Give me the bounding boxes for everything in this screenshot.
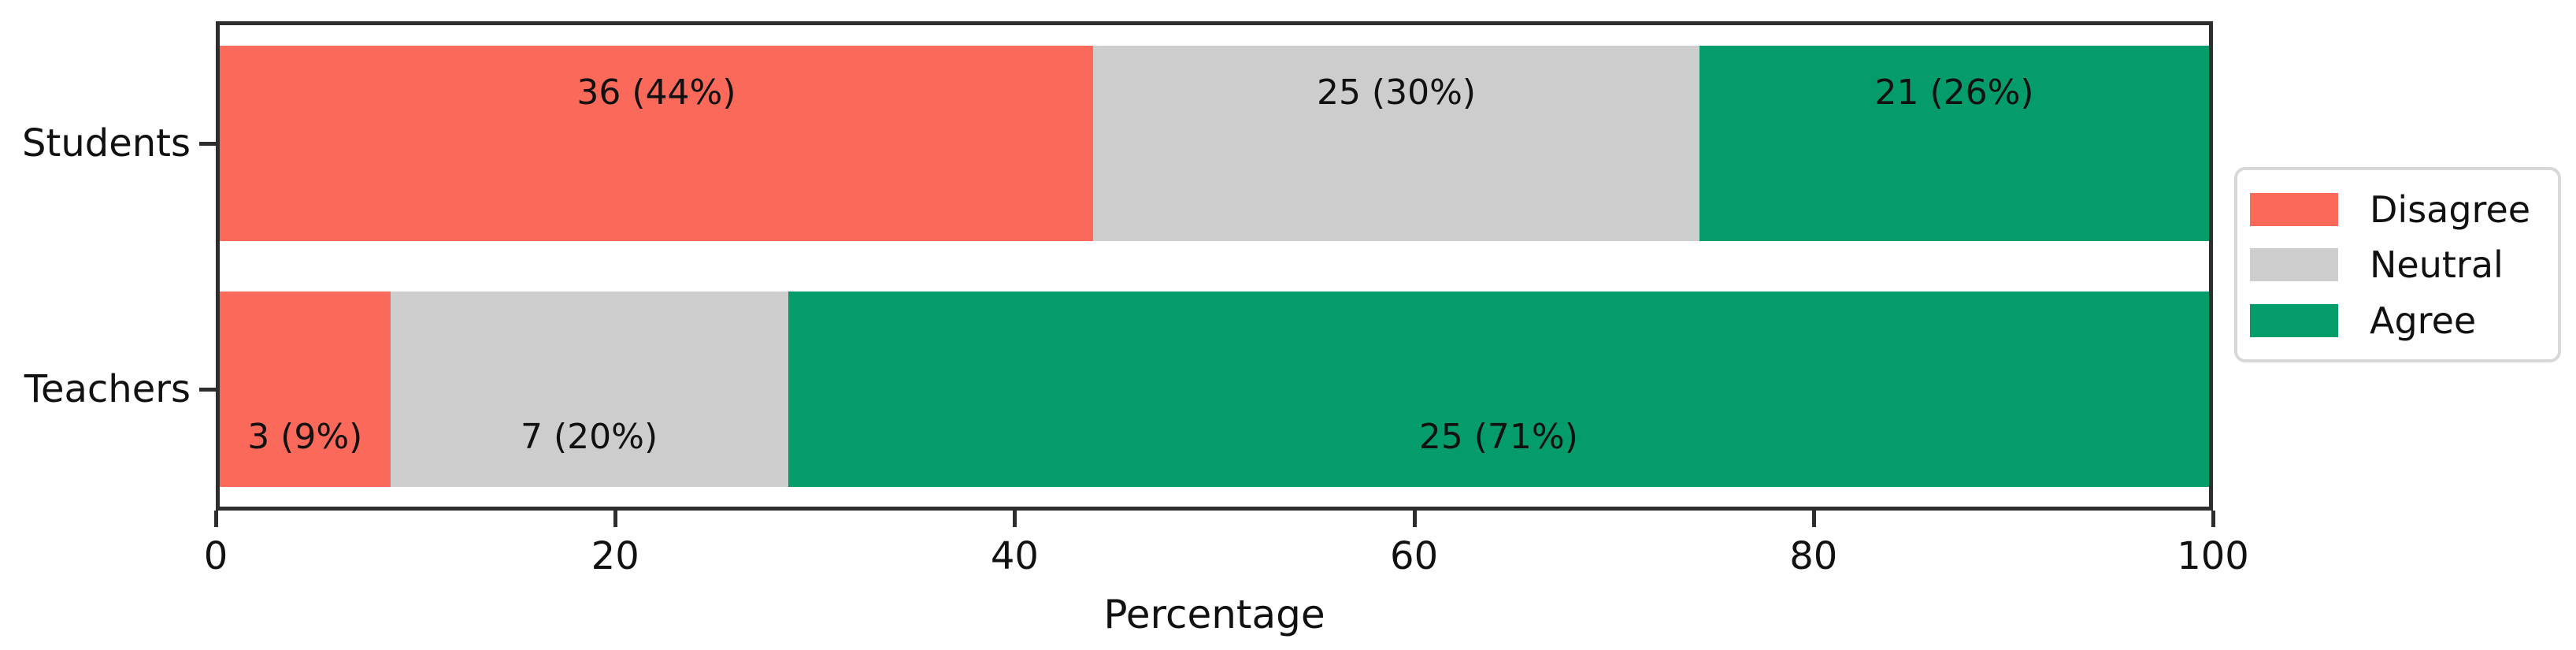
x-tick-label: 100	[2177, 534, 2249, 578]
bar-value-label: 36 (44%)	[576, 72, 736, 113]
bar-row-teachers: 3 (9%) 7 (20%) 25 (71%)	[220, 292, 2209, 487]
bar-row-students: 36 (44%) 25 (30%) 21 (26%)	[220, 46, 2209, 241]
legend-swatch-disagree-icon	[2250, 192, 2338, 226]
x-axis-title: Percentage	[1103, 592, 1325, 637]
x-tick-mark	[2211, 511, 2215, 527]
plot-area: 36 (44%) 25 (30%) 21 (26%) 3 (9%) 7 (20%) 25 …	[216, 21, 2213, 511]
x-tick-mark	[214, 511, 218, 527]
y-tick-mark	[199, 388, 216, 392]
legend-swatch-agree-icon	[2250, 303, 2338, 337]
x-tick-label: 80	[1789, 534, 1838, 578]
bar-value-label: 3 (9%)	[247, 417, 363, 457]
x-tick-mark	[1412, 511, 1417, 527]
x-axis: 0 20 40 60 80 100	[204, 511, 2249, 605]
x-tick-label: 0	[203, 534, 228, 578]
x-tick-label: 20	[591, 534, 639, 578]
legend-label-disagree: Disagree	[2370, 188, 2531, 231]
bar-value-label: 7 (20%)	[521, 417, 658, 457]
bar-value-label: 21 (26%)	[1874, 72, 2034, 113]
x-tick-mark	[613, 511, 618, 527]
x-tick-mark	[1013, 511, 1017, 527]
legend-entry-disagree: Disagree	[2250, 190, 2558, 229]
x-tick-label: 40	[990, 534, 1039, 578]
bar-segment-students-neutral: 25 (30%)	[1092, 46, 1700, 241]
bar-value-label: 25 (71%)	[1418, 417, 1578, 457]
bar-segment-students-agree: 21 (26%)	[1699, 46, 2209, 241]
bar-value-label: 25 (30%)	[1316, 72, 1477, 113]
bar-segment-teachers-neutral: 7 (20%)	[390, 292, 788, 487]
bar-segment-teachers-agree: 25 (71%)	[788, 292, 2209, 487]
legend: Disagree Neutral Agree	[2234, 167, 2561, 362]
legend-label-agree: Agree	[2370, 299, 2477, 342]
bar-segment-students-disagree: 36 (44%)	[220, 46, 1093, 241]
legend-swatch-neutral-icon	[2250, 248, 2338, 281]
legend-label-neutral: Neutral	[2370, 243, 2504, 286]
x-tick-mark	[1811, 511, 1816, 527]
legend-entry-neutral: Neutral	[2250, 245, 2558, 284]
y-tick-label-teachers: Teachers	[24, 367, 191, 411]
x-tick-label: 60	[1390, 534, 1439, 578]
bar-segment-teachers-disagree: 3 (9%)	[220, 292, 391, 487]
legend-entry-agree: Agree	[2250, 301, 2558, 340]
y-tick-mark	[199, 142, 216, 146]
y-tick-label-students: Students	[22, 121, 191, 165]
